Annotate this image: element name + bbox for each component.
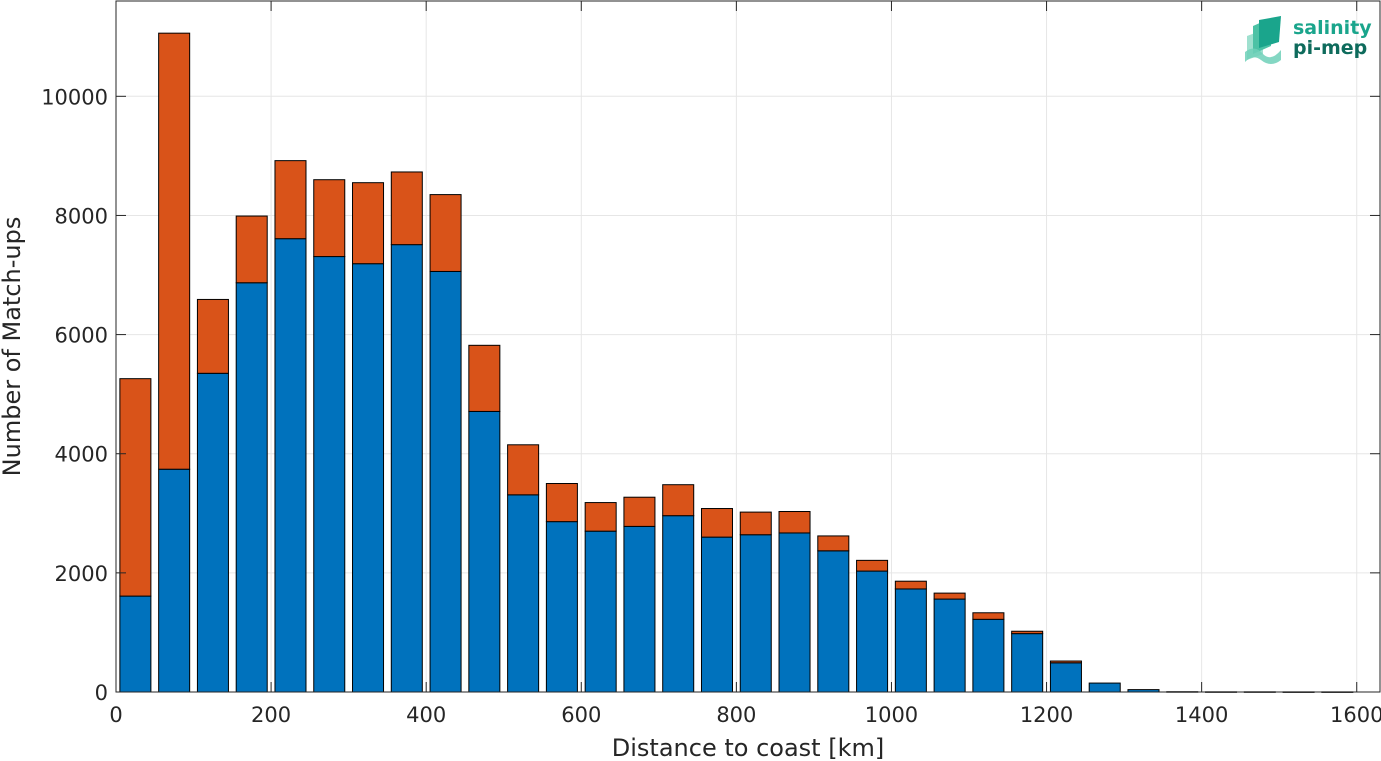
bar-segment-orange bbox=[1049, 660, 1082, 664]
bar-segment-orange bbox=[584, 502, 617, 532]
bar-segment-blue bbox=[933, 598, 966, 693]
x-axis-label: Distance to coast [km] bbox=[612, 734, 884, 761]
y-tick-label: 10000 bbox=[41, 85, 108, 109]
bar-segment-blue bbox=[662, 515, 695, 693]
bar-segment-orange bbox=[1011, 630, 1044, 635]
bar-segment-orange bbox=[119, 378, 152, 597]
x-tick-label: 1400 bbox=[1175, 703, 1228, 727]
bar-segment-blue bbox=[894, 588, 927, 693]
bar-segment-blue bbox=[352, 263, 385, 693]
plot-frame bbox=[115, 0, 1381, 693]
bar-segment-blue bbox=[1049, 662, 1082, 693]
bar-segment-blue bbox=[119, 595, 152, 693]
bar-segment-orange bbox=[623, 496, 656, 527]
bar-segment-blue bbox=[1088, 682, 1121, 693]
bar-segment-orange bbox=[662, 484, 695, 517]
bar-segment-orange bbox=[700, 508, 733, 538]
bar-segment-blue bbox=[545, 521, 578, 693]
x-tick-label: 800 bbox=[716, 703, 756, 727]
bar-segment-orange bbox=[507, 444, 540, 496]
x-tick-label: 1600 bbox=[1330, 703, 1381, 727]
x-tick-label: 1200 bbox=[1020, 703, 1073, 727]
bar-segment-orange bbox=[739, 511, 772, 536]
x-tick-label: 600 bbox=[561, 703, 601, 727]
bar-segment-blue bbox=[507, 494, 540, 693]
bar-segment-blue bbox=[196, 372, 229, 693]
bar-segment-orange bbox=[856, 559, 889, 572]
bar-segment-blue bbox=[429, 270, 462, 693]
bar-segment-blue bbox=[158, 468, 191, 693]
bar-segment-orange bbox=[778, 511, 811, 534]
y-tick-label: 2000 bbox=[55, 562, 108, 586]
y-tick-label: 0 bbox=[95, 681, 108, 705]
logo-wave-icon bbox=[1245, 16, 1281, 64]
logo-line-salinity: salinity bbox=[1293, 17, 1372, 39]
bar-segment-orange bbox=[158, 32, 191, 470]
bar-segment-blue bbox=[313, 256, 346, 693]
bar-segment-orange bbox=[390, 171, 423, 246]
bar-segment-orange bbox=[817, 535, 850, 552]
bar-segment-blue bbox=[972, 618, 1005, 693]
x-tick-label: 0 bbox=[109, 703, 122, 727]
bar-segment-orange bbox=[313, 179, 346, 258]
y-tick-label: 4000 bbox=[55, 443, 108, 467]
bar-segment-blue bbox=[1011, 633, 1044, 693]
bar-segment-orange bbox=[894, 580, 927, 590]
x-tick-label: 1000 bbox=[865, 703, 918, 727]
bar-segment-blue bbox=[739, 534, 772, 693]
x-tick-label: 200 bbox=[251, 703, 291, 727]
bar-segment-blue bbox=[856, 570, 889, 693]
x-axis-ticks: 0 200 400 600 800 1000 1200 1400 1600 bbox=[109, 1, 1381, 727]
bar-segment-blue bbox=[778, 532, 811, 693]
bar-segment-blue bbox=[584, 530, 617, 693]
bar-segment-orange bbox=[235, 215, 268, 284]
y-axis-ticks: 0 2000 4000 6000 8000 10000 bbox=[41, 85, 1380, 705]
bar-segment-blue bbox=[274, 238, 307, 693]
x-tick-label: 400 bbox=[406, 703, 446, 727]
bar-segment-orange bbox=[352, 182, 385, 265]
bar-segment-blue bbox=[390, 244, 423, 693]
bar-segment-blue bbox=[700, 536, 733, 693]
bar-segment-orange bbox=[274, 160, 307, 240]
salinity-pi-mep-logo: salinity pi-mep bbox=[1245, 16, 1372, 64]
bar-segment-blue bbox=[468, 410, 501, 693]
bar-segment-blue bbox=[235, 282, 268, 693]
y-tick-label: 8000 bbox=[55, 204, 108, 228]
logo-line-pi-mep: pi-mep bbox=[1293, 37, 1367, 59]
bar-segment-orange bbox=[933, 592, 966, 600]
bar-segment-orange bbox=[972, 612, 1005, 620]
bar-segment-orange bbox=[545, 483, 578, 523]
bar-segment-orange bbox=[196, 298, 229, 374]
y-tick-label: 6000 bbox=[55, 324, 108, 348]
y-axis-label: Number of Match-ups bbox=[0, 217, 26, 477]
bar-segment-orange bbox=[429, 194, 462, 272]
bar-segment-orange bbox=[468, 344, 501, 412]
bar-segment-blue bbox=[623, 525, 656, 693]
bar-segment-blue bbox=[817, 550, 850, 693]
